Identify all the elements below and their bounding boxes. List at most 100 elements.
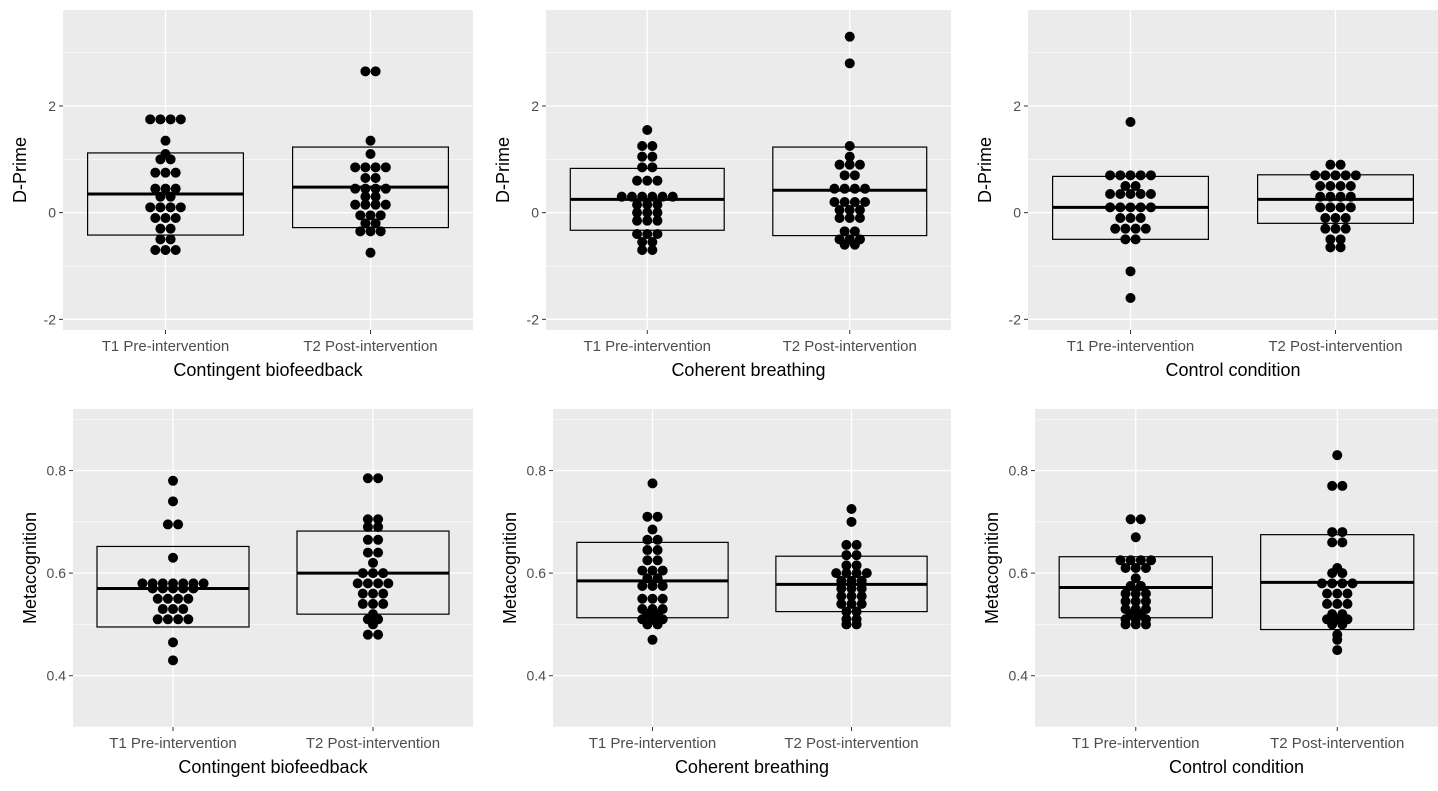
data-point	[145, 202, 156, 213]
data-point	[157, 583, 168, 594]
data-point	[647, 634, 658, 645]
data-point	[360, 162, 371, 173]
x-tick-label: T2 Post-intervention	[303, 338, 437, 355]
data-point	[370, 191, 381, 202]
data-point	[168, 583, 178, 594]
data-point	[1120, 234, 1131, 245]
data-point	[1345, 191, 1356, 202]
data-point	[637, 151, 648, 162]
x-axis-title: Coherent breathing	[675, 757, 829, 777]
data-point	[632, 199, 643, 210]
data-point	[188, 583, 199, 594]
data-point	[839, 170, 850, 181]
y-tick-label: 0.6	[527, 565, 547, 581]
data-point	[851, 550, 862, 561]
panel-background	[73, 409, 473, 727]
data-point	[1327, 568, 1338, 579]
data-point	[360, 173, 371, 183]
data-point	[183, 614, 194, 625]
data-point	[856, 583, 867, 594]
data-point	[657, 593, 668, 604]
x-axis-title: Control condition	[1169, 757, 1304, 777]
data-point	[667, 191, 678, 202]
data-point	[1130, 532, 1141, 543]
data-point	[1130, 619, 1141, 630]
data-point	[362, 578, 373, 589]
data-point	[1325, 202, 1336, 213]
data-point	[652, 619, 663, 630]
data-point	[1125, 189, 1136, 199]
data-point	[1120, 596, 1131, 607]
data-point	[373, 578, 384, 589]
data-point	[1120, 223, 1131, 234]
data-point	[1125, 213, 1136, 223]
data-point	[152, 593, 163, 604]
data-point	[844, 205, 855, 215]
data-point	[1145, 170, 1156, 181]
y-tick-label: 0.8	[1009, 463, 1029, 479]
data-point	[854, 159, 865, 170]
data-point	[1130, 181, 1141, 191]
data-point	[1327, 527, 1338, 538]
data-point	[1120, 563, 1131, 573]
panel-background	[1028, 10, 1438, 330]
data-point	[839, 226, 850, 237]
data-point	[1110, 223, 1121, 234]
data-point	[360, 199, 371, 210]
data-point	[1340, 213, 1351, 223]
data-point	[362, 514, 373, 525]
data-point	[362, 534, 373, 545]
data-point	[370, 218, 381, 229]
y-tick-label: 0.4	[47, 668, 67, 684]
data-point	[1115, 189, 1126, 199]
data-point	[350, 162, 361, 173]
data-point	[375, 210, 386, 221]
y-tick-label: 0.6	[1009, 565, 1029, 581]
data-point	[168, 496, 178, 507]
x-tick-label: T2 Post-intervention	[783, 338, 917, 355]
data-point	[365, 149, 376, 159]
data-point	[147, 583, 158, 594]
data-point	[1145, 189, 1156, 199]
data-point	[642, 545, 653, 556]
data-point	[1325, 242, 1336, 253]
chart-panel: 0.4 0.6 0.8 T1 Pre-intervention T2 Post-inte…	[982, 409, 1438, 777]
data-point	[841, 619, 852, 630]
data-point	[380, 162, 391, 173]
data-point	[642, 175, 653, 186]
data-point	[1345, 202, 1356, 213]
data-point	[860, 183, 871, 194]
data-point	[849, 197, 860, 207]
data-point	[1135, 170, 1146, 181]
data-point	[1320, 223, 1331, 234]
data-point	[647, 593, 658, 604]
x-tick-label: T1 Pre-intervention	[109, 735, 237, 752]
data-point	[652, 175, 663, 186]
data-point	[642, 229, 653, 239]
data-point	[368, 598, 378, 609]
data-point	[362, 547, 373, 558]
data-point	[1146, 555, 1157, 566]
data-point	[849, 239, 860, 250]
data-point	[173, 593, 184, 604]
data-point	[360, 183, 371, 194]
data-point	[860, 197, 871, 207]
data-point	[1320, 213, 1331, 223]
data-point	[846, 575, 857, 586]
data-point	[1332, 598, 1343, 609]
x-axis-title: Coherent breathing	[671, 360, 825, 380]
data-point	[365, 226, 376, 237]
data-point	[1130, 563, 1141, 573]
y-tick-label: 0	[48, 205, 56, 221]
data-point	[647, 237, 658, 247]
data-point	[155, 191, 166, 202]
data-point	[370, 173, 381, 183]
data-point	[642, 573, 653, 584]
x-tick-label: T2 Post-intervention	[1270, 735, 1404, 752]
y-tick-label: 2	[48, 98, 56, 114]
data-point	[160, 183, 171, 194]
y-tick-label: 2	[1013, 98, 1021, 114]
x-tick-label: T1 Pre-intervention	[102, 338, 230, 355]
data-point	[360, 191, 371, 202]
data-point	[355, 210, 366, 221]
